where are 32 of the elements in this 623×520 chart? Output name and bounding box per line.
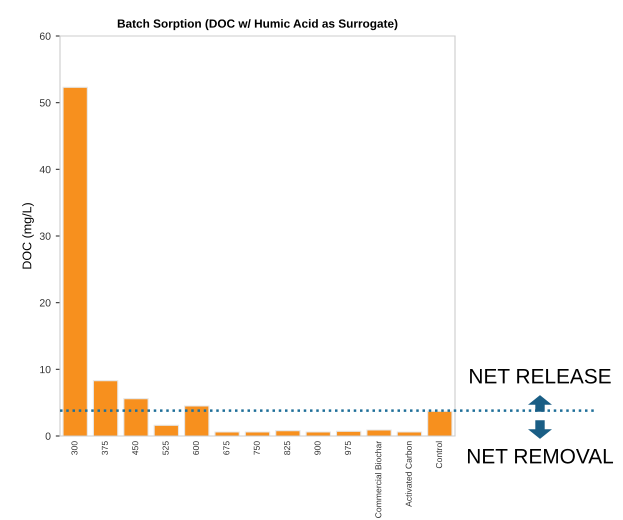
x-tick-label: Control xyxy=(436,441,442,468)
x-tick-label: 375 xyxy=(102,441,108,455)
bar xyxy=(275,430,301,436)
x-tick-label: 975 xyxy=(344,441,351,455)
bar xyxy=(92,380,118,436)
x-tick-label: 675 xyxy=(223,441,230,455)
x-tick-label: Commercial Biochar xyxy=(375,441,382,518)
bar xyxy=(154,424,180,436)
x-tick-label: 525 xyxy=(162,441,169,455)
x-tick-label: 600 xyxy=(192,441,200,455)
y-tick-label: 20 xyxy=(40,299,51,307)
x-tick-label: 300 xyxy=(71,441,78,455)
x-tick-label: 825 xyxy=(284,441,290,455)
y-tick-label: 40 xyxy=(40,166,51,174)
y-tick-label: 60 xyxy=(40,32,51,40)
bar xyxy=(62,86,88,436)
y-tick-label: 10 xyxy=(40,366,51,374)
bar xyxy=(184,405,210,436)
y-tick-label: 0 xyxy=(46,432,51,440)
bar xyxy=(123,398,149,436)
x-tick-label: 450 xyxy=(132,441,138,456)
y-axis-title: DOC (mg/L) xyxy=(22,203,34,269)
text: NET RELEASE xyxy=(470,368,611,384)
bar xyxy=(366,429,392,436)
text: NET REMOVAL xyxy=(468,448,614,464)
y-tick-label: 50 xyxy=(40,99,51,107)
chart-title: Batch Sorption (DOC w/ Humic Acid as Surrogate) xyxy=(118,19,398,30)
y-tick-label: 30 xyxy=(40,232,51,240)
x-tick-label: 750 xyxy=(254,441,260,455)
bar xyxy=(427,410,453,436)
x-tick-label: Activated Carbon xyxy=(405,441,412,507)
x-tick-label: 900 xyxy=(314,441,321,455)
